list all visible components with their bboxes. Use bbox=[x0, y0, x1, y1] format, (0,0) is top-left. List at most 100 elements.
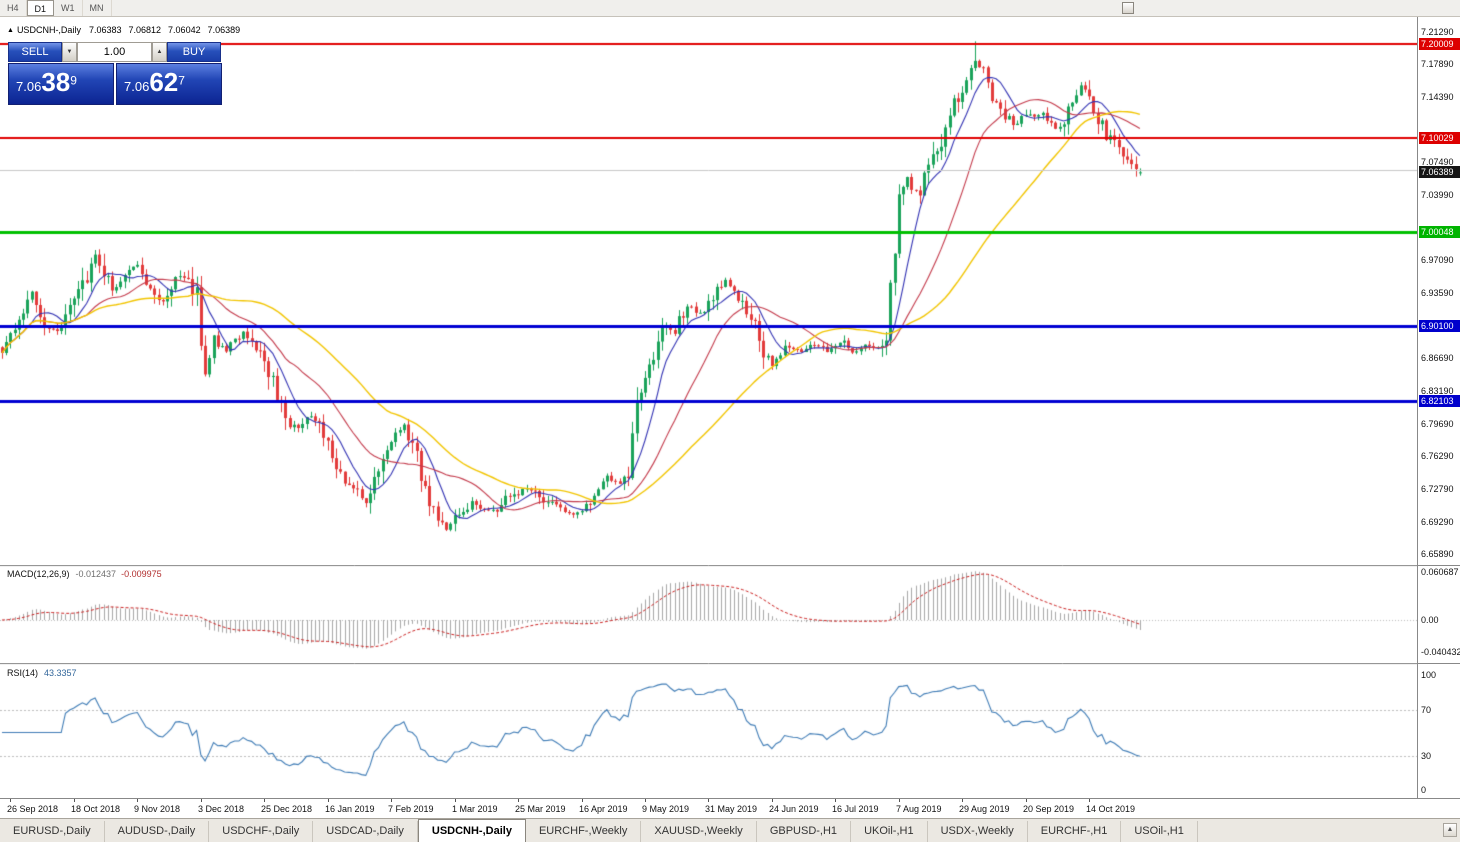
price-tick-label: 7.07490 bbox=[1421, 156, 1454, 167]
price-chart-canvas[interactable] bbox=[0, 17, 1417, 565]
time-axis-label: 14 Oct 2019 bbox=[1086, 804, 1136, 814]
timeframe-button-w1[interactable]: W1 bbox=[54, 0, 83, 16]
chart-tab-eurusd-daily[interactable]: EURUSD-,Daily bbox=[0, 821, 105, 842]
time-axis-label: 31 May 2019 bbox=[705, 804, 758, 814]
chart-tab-gbpusd-h1[interactable]: GBPUSD-,H1 bbox=[757, 821, 852, 842]
macd-panel-separator[interactable] bbox=[1417, 565, 1460, 566]
rsi-axis-label: 100 bbox=[1421, 670, 1437, 680]
chart-tab-ukoil-h1[interactable]: UKOil-,H1 bbox=[851, 821, 928, 842]
time-axis-tick bbox=[518, 799, 519, 802]
chart-title-bar: ▲ USDCNH-,Daily 7.06383 7.06812 7.06042 … bbox=[7, 25, 247, 35]
chart-tab-usdx-weekly[interactable]: USDX-,Weekly bbox=[928, 821, 1028, 842]
time-axis-tick bbox=[645, 799, 646, 802]
price-tick-label: 6.79690 bbox=[1421, 418, 1454, 429]
time-axis-tick bbox=[201, 799, 202, 802]
time-axis-label: 24 Jun 2019 bbox=[769, 804, 819, 814]
time-axis-tick bbox=[455, 799, 456, 802]
macd-axis-label: 0.00 bbox=[1421, 615, 1439, 625]
sell-price-button[interactable]: 7.06389 bbox=[8, 63, 114, 105]
chart-tab-usdchf-daily[interactable]: USDCHF-,Daily bbox=[209, 821, 314, 842]
time-axis-tick bbox=[962, 799, 963, 802]
trade-prices-row: 7.06389 7.06627 bbox=[8, 63, 223, 105]
price-tick-label: 6.65890 bbox=[1421, 548, 1454, 559]
timeframe-toolbar: H4 D1 W1 MN bbox=[0, 0, 1460, 17]
timeframe-button-h4[interactable]: H4 bbox=[0, 0, 27, 16]
time-axis-label: 7 Aug 2019 bbox=[896, 804, 942, 814]
macd-main-value: -0.012437 bbox=[75, 569, 117, 579]
ohlc-open-value: 7.06383 bbox=[88, 25, 122, 35]
timeframe-button-mn[interactable]: MN bbox=[83, 0, 112, 16]
time-axis-tick bbox=[1089, 799, 1090, 802]
price-tick-label: 6.83190 bbox=[1421, 385, 1454, 396]
price-level-badge: 7.06389 bbox=[1419, 166, 1460, 179]
chart-tab-eurchf-weekly[interactable]: EURCHF-,Weekly bbox=[526, 821, 642, 842]
chart-tab-xauusd-weekly[interactable]: XAUUSD-,Weekly bbox=[641, 821, 757, 842]
price-tick-label: 6.97090 bbox=[1421, 254, 1454, 265]
rsi-name: RSI(14) bbox=[7, 668, 39, 678]
time-axis-tick bbox=[264, 799, 265, 802]
ohlc-high-value: 7.06812 bbox=[128, 25, 162, 35]
sell-price-pips: 38 bbox=[41, 67, 71, 97]
buy-price-pips: 62 bbox=[149, 67, 179, 97]
rsi-indicator-canvas[interactable] bbox=[0, 663, 1417, 798]
time-axis-tick bbox=[10, 799, 11, 802]
rsi-value: 43.3357 bbox=[44, 668, 77, 678]
trade-controls-row: SELL ▼ ▲ BUY bbox=[8, 42, 223, 62]
chart-tab-usoil-h1[interactable]: USOil-,H1 bbox=[1121, 821, 1198, 842]
chart-symbol-label: USDCNH-,Daily bbox=[16, 25, 81, 35]
price-tick-label: 7.21290 bbox=[1421, 27, 1454, 37]
time-axis-label: 16 Jul 2019 bbox=[832, 804, 879, 814]
sell-price-major: 7.06 bbox=[16, 79, 42, 94]
sell-button[interactable]: SELL bbox=[8, 42, 62, 62]
volume-input[interactable] bbox=[77, 42, 152, 62]
sell-price-point: 9 bbox=[70, 73, 77, 88]
time-axis-label: 9 Nov 2018 bbox=[134, 804, 181, 814]
time-axis-label: 9 May 2019 bbox=[642, 804, 690, 814]
time-axis-tick bbox=[835, 799, 836, 802]
price-level-badge: 6.82103 bbox=[1419, 395, 1460, 408]
time-axis-tick bbox=[899, 799, 900, 802]
time-axis-label: 16 Apr 2019 bbox=[579, 804, 628, 814]
buy-button[interactable]: BUY bbox=[167, 42, 221, 62]
chart-tab-audusd-daily[interactable]: AUDUSD-,Daily bbox=[105, 821, 210, 842]
volume-increase-button[interactable]: ▲ bbox=[152, 42, 167, 62]
buy-price-button[interactable]: 7.06627 bbox=[116, 63, 222, 105]
time-axis-label: 7 Feb 2019 bbox=[388, 804, 434, 814]
time-axis-label: 3 Dec 2018 bbox=[198, 804, 245, 814]
macd-name: MACD(12,26,9) bbox=[7, 569, 70, 579]
macd-signal-value: -0.009975 bbox=[121, 569, 162, 579]
price-level-badge: 7.20009 bbox=[1419, 38, 1460, 51]
macd-indicator-canvas[interactable] bbox=[0, 565, 1417, 663]
time-axis-label: 25 Dec 2018 bbox=[261, 804, 313, 814]
ohlc-low-value: 7.06042 bbox=[168, 25, 201, 35]
timeframe-button-d1[interactable]: D1 bbox=[26, 0, 55, 16]
price-level-badge: 6.90100 bbox=[1419, 319, 1460, 332]
volume-decrease-button[interactable]: ▼ bbox=[62, 42, 77, 62]
rsi-panel-separator[interactable] bbox=[1417, 663, 1460, 664]
time-axis-tick bbox=[582, 799, 583, 802]
price-level-badge: 7.00048 bbox=[1419, 226, 1460, 239]
time-axis-tick bbox=[1026, 799, 1027, 802]
ohlc-close-value: 7.06389 bbox=[207, 25, 241, 35]
timeframe-buttons: H4 D1 W1 MN bbox=[0, 0, 112, 16]
time-axis-tick bbox=[772, 799, 773, 802]
time-axis-tick bbox=[708, 799, 709, 802]
one-click-trading-panel: SELL ▼ ▲ BUY 7.06389 7.06627 bbox=[8, 42, 223, 105]
rsi-axis-label: 70 bbox=[1421, 704, 1432, 715]
time-axis-label: 26 Sep 2018 bbox=[7, 804, 59, 814]
price-tick-label: 7.03990 bbox=[1421, 189, 1454, 200]
toolbar-window-icon[interactable] bbox=[1122, 2, 1134, 14]
price-axis[interactable]: 7.21290 7.17890 7.14390 7.07490 7.03990 6.970… bbox=[1417, 17, 1460, 798]
macd-indicator-label: MACD(12,26,9) -0.012437 -0.009975 bbox=[7, 569, 162, 579]
tabbar-scroll-up-button[interactable]: ▲ bbox=[1443, 823, 1457, 837]
price-tick-label: 6.86690 bbox=[1421, 352, 1454, 363]
time-axis[interactable]: 26 Sep 2018 18 Oct 2018 9 Nov 2018 3 Dec 20… bbox=[0, 798, 1460, 818]
time-axis-tick bbox=[74, 799, 75, 802]
time-axis-tick bbox=[137, 799, 138, 802]
chart-tab-eurchf-h1[interactable]: EURCHF-,H1 bbox=[1028, 821, 1122, 842]
price-tick-label: 7.17890 bbox=[1421, 59, 1454, 70]
time-axis-label: 25 Mar 2019 bbox=[515, 804, 566, 814]
time-axis-tick bbox=[391, 799, 392, 802]
chart-tab-usdcnh-daily[interactable]: USDCNH-,Daily bbox=[417, 819, 526, 842]
chart-tab-usdcad-daily[interactable]: USDCAD-,Daily bbox=[313, 821, 418, 842]
